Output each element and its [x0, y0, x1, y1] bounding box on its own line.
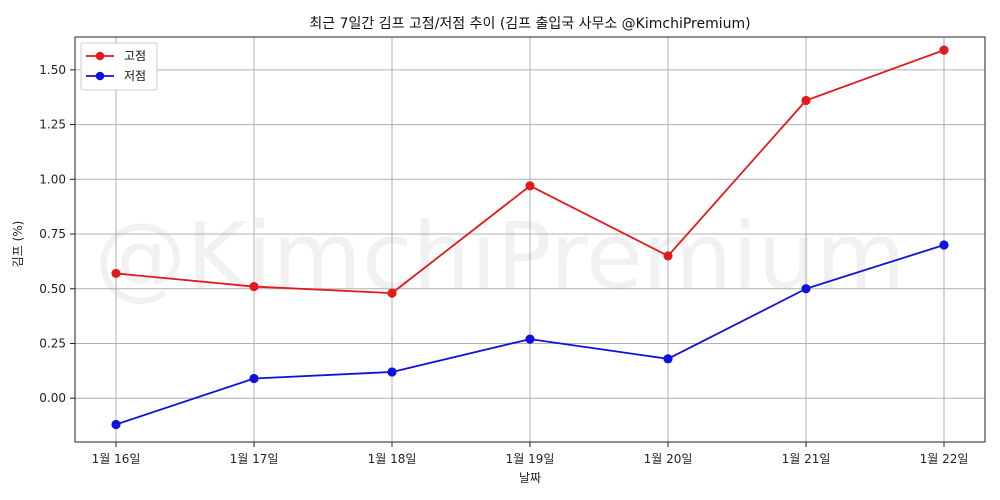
- y-tick-label: 0.75: [39, 227, 66, 241]
- low-data-point: [111, 419, 121, 430]
- grid-layer: [75, 37, 985, 442]
- axis-layer: 1월 16일 1월 17일 1월 18일 1월 19일 1월 20일 1월 21일 1월 2…: [39, 36, 986, 466]
- legend-high-label: 고점: [124, 49, 146, 63]
- x-tick-label: 1월 19일: [506, 452, 555, 466]
- chart-title: 최근 7일간 김프 고점/저점 추이 (김프 출입국 사무소 @KimchiPr…: [309, 16, 750, 32]
- y-tick-label: 0.00: [39, 391, 66, 405]
- y-tick-label: 1.00: [39, 172, 66, 186]
- high-data-point: [663, 251, 673, 261]
- legend-low-marker: [95, 71, 105, 81]
- high-data-point: [801, 95, 811, 106]
- x-tick-label: 1월 17일: [230, 452, 279, 466]
- high-data-point: [525, 181, 535, 191]
- x-tick-label: 1월 22일: [920, 452, 969, 466]
- x-axis-label: 날짜: [519, 471, 541, 485]
- low-data-point: [525, 334, 535, 344]
- high-data-point: [939, 45, 949, 55]
- low-data-point: [249, 373, 259, 384]
- plot-layer: [111, 45, 949, 430]
- high-data-point: [111, 268, 121, 279]
- high-data-point: [249, 281, 259, 292]
- legend-low-label: 저점: [124, 69, 146, 83]
- x-tick-label: 1월 16일: [92, 452, 141, 466]
- low-data-point: [801, 284, 811, 294]
- legend-high-marker: [95, 51, 105, 61]
- y-tick-label: 0.50: [39, 282, 66, 296]
- y-axis-label: 김프 (%): [11, 221, 25, 268]
- x-tick-label: 1월 21일: [782, 452, 831, 466]
- x-tick-label: 1월 18일: [368, 452, 417, 466]
- watermark-text: @KimchiPremium: [94, 203, 905, 310]
- low-data-point: [387, 367, 397, 377]
- low-data-point: [939, 240, 949, 250]
- y-tick-label: 1.50: [39, 63, 66, 77]
- x-tick-label: 1월 20일: [644, 452, 693, 466]
- low-data-point: [663, 354, 673, 364]
- y-tick-label: 0.25: [39, 336, 66, 350]
- y-tick-label: 1.25: [39, 118, 66, 132]
- high-data-point: [387, 288, 397, 298]
